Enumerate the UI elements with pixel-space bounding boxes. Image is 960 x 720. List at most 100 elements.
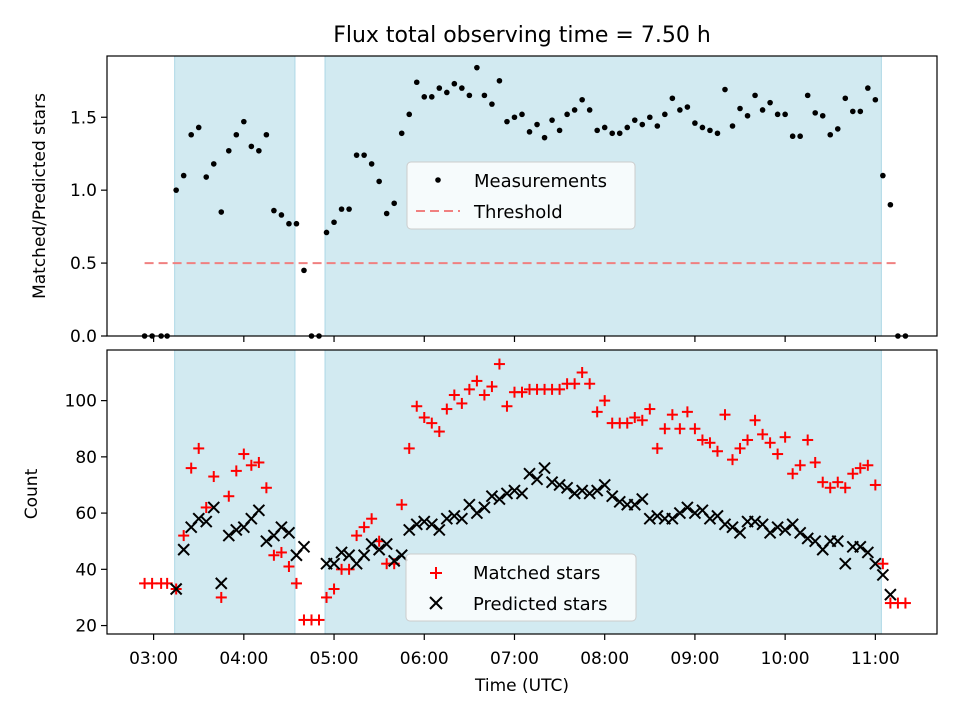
- measurement-point: [714, 130, 721, 137]
- predicted-star-point: [418, 515, 431, 528]
- measurement-point: [413, 79, 420, 86]
- matched-star-point: [253, 456, 265, 468]
- measurement-point: [707, 127, 713, 134]
- matched-star-point: [742, 434, 754, 446]
- measurement-point: [579, 96, 585, 103]
- measurement-point: [692, 120, 698, 126]
- matched-star-point: [862, 459, 874, 471]
- measurement-point: [549, 117, 555, 123]
- x-tick-label: 06:00: [400, 649, 449, 669]
- x-tick-label: 04:00: [219, 649, 268, 669]
- predicted-star-point: [771, 520, 784, 534]
- y-tick-label: 100: [65, 392, 97, 412]
- measurement-point: [564, 111, 570, 118]
- predicted-star-point: [523, 467, 536, 480]
- matched-star-point: [787, 468, 799, 480]
- y-tick-label: 40: [75, 560, 97, 580]
- measurement-point: [256, 147, 262, 154]
- predicted-star-point: [500, 487, 514, 500]
- measurement-point: [797, 133, 803, 140]
- measurement-point: [383, 210, 390, 217]
- measurement-point: [834, 126, 841, 132]
- matched-star-point: [230, 465, 242, 477]
- matched-star-point: [260, 482, 272, 494]
- measurement-point: [526, 129, 533, 135]
- predicted-star-point: [568, 487, 581, 500]
- predicted-star-point: [666, 512, 679, 525]
- predicted-star-point: [884, 588, 897, 601]
- matched-star-point: [696, 434, 708, 446]
- y-tick-label: 1.5: [70, 108, 97, 128]
- measurement-point: [737, 105, 743, 112]
- measurement-point: [624, 124, 631, 131]
- observing-window-shade: [174, 349, 296, 635]
- predicted-star-point: [530, 473, 544, 486]
- measurement-point: [511, 114, 518, 121]
- predicted-star-point: [297, 540, 311, 554]
- predicted-star-point: [876, 568, 890, 582]
- matched-star-point: [456, 397, 468, 409]
- predicted-star-point: [831, 535, 844, 548]
- predicted-star-point: [778, 523, 792, 537]
- predicted-star-point: [403, 523, 416, 537]
- predicted-star-point: [260, 535, 273, 548]
- measurement-point: [353, 152, 360, 158]
- predicted-star-point: [448, 509, 461, 523]
- measurement-point: [880, 172, 886, 179]
- measurement-point: [586, 107, 593, 113]
- matched-star-point: [238, 448, 250, 460]
- legend-threshold-label: Threshold: [473, 202, 563, 223]
- predicted-star-point: [560, 481, 574, 494]
- measurement-point: [436, 85, 443, 91]
- matched-star-point: [576, 366, 588, 378]
- predicted-star-point: [590, 484, 604, 497]
- predicted-star-point: [192, 512, 205, 525]
- y-tick-label: 0.0: [70, 327, 97, 347]
- predicted-star-point: [493, 492, 506, 506]
- matched-star-point: [178, 530, 190, 542]
- matched-star-point: [666, 409, 678, 421]
- top-y-axis-label: Matched/Predicted stars: [30, 93, 50, 299]
- x-axis-label: Time (UTC): [474, 676, 569, 696]
- measurement-point: [872, 96, 879, 103]
- predicted-star-point: [252, 504, 266, 517]
- predicted-star-point: [387, 554, 401, 568]
- matched-star-point: [681, 406, 693, 418]
- predicted-star-point: [869, 557, 882, 570]
- matched-star-point: [817, 476, 829, 488]
- predicted-star-point: [440, 512, 454, 525]
- matched-star-point: [584, 378, 596, 390]
- predicted-star-point: [733, 526, 747, 539]
- measurement-point: [865, 85, 871, 91]
- matched-star-point: [659, 423, 671, 435]
- y-tick-label: 0.5: [70, 254, 97, 274]
- predicted-star-point: [538, 461, 551, 475]
- matched-star-point: [847, 468, 859, 480]
- measurement-point: [444, 89, 450, 96]
- measurement-point: [744, 112, 751, 119]
- predicted-star-point: [200, 515, 213, 528]
- measurement-point: [631, 117, 638, 123]
- predicted-star-point: [177, 543, 190, 556]
- matched-star-point: [478, 389, 490, 401]
- matched-star-point: [899, 597, 911, 609]
- matched-star-point: [809, 456, 821, 468]
- predicted-star-point: [613, 495, 626, 509]
- bottom-legend: Matched stars Predicted stars: [405, 553, 637, 622]
- matched-star-point: [328, 583, 340, 595]
- matched-star-point: [764, 437, 776, 449]
- predicted-star-point: [478, 501, 491, 514]
- predicted-star-point: [688, 506, 702, 520]
- legend-measurements-label: Measurements: [474, 171, 607, 192]
- matched-star-point: [245, 459, 257, 471]
- measurement-point: [654, 123, 661, 129]
- predicted-star-point: [673, 506, 687, 520]
- matched-star-point: [599, 395, 611, 407]
- matched-star-point: [283, 561, 295, 573]
- measurement-point: [752, 92, 758, 99]
- measurement-point: [849, 108, 856, 115]
- matched-star-point: [275, 546, 287, 558]
- measurement-point: [421, 94, 428, 100]
- matched-star-point: [757, 428, 769, 440]
- x-tick-label: 09:00: [670, 649, 719, 669]
